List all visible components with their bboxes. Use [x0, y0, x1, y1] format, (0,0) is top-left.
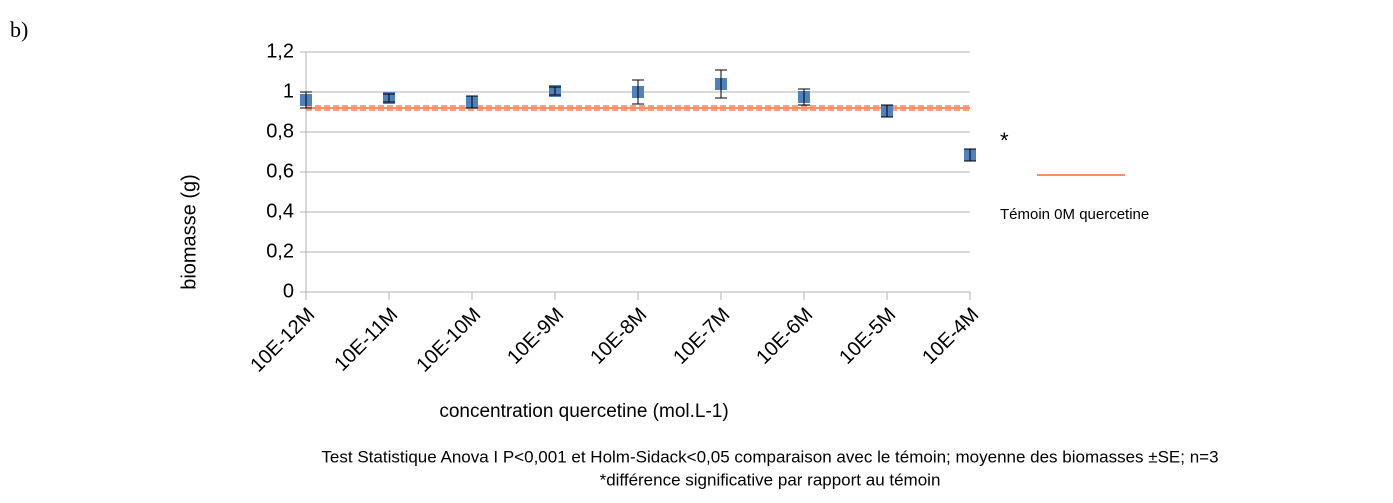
- x-tick-label: 10E-6M: [752, 304, 817, 369]
- x-tick-label: 10E-7M: [669, 304, 734, 369]
- y-tick-label: 0: [283, 280, 294, 302]
- error-bar: [300, 91, 312, 109]
- footnote: Test Statistique Anova I P<0,001 et Holm…: [321, 447, 1218, 466]
- error-bar: [383, 93, 395, 103]
- annotation: *: [1000, 128, 1009, 153]
- x-tick-label: 10E-12M: [246, 304, 319, 377]
- y-tick-label: 0,2: [266, 240, 294, 262]
- x-tick-label: 10E-4M: [918, 304, 983, 369]
- legend-label: Témoin 0M quercetine: [1000, 206, 1149, 223]
- y-tick-label: 1: [283, 80, 294, 102]
- x-tick-label: 10E-5M: [835, 304, 900, 369]
- x-tick-label: 10E-10M: [412, 304, 485, 377]
- x-tick-label: 10E-11M: [330, 304, 402, 376]
- error-bar: [964, 148, 976, 162]
- y-tick-label: 0,4: [266, 200, 294, 222]
- y-axis-title: biomasse (g): [178, 174, 200, 290]
- footnote: *différence significative par rapport au…: [600, 470, 941, 489]
- error-bar: [466, 95, 478, 109]
- x-tick-label: 10E-9M: [503, 304, 568, 369]
- error-bar: [549, 86, 561, 96]
- y-tick-label: 1,2: [266, 40, 294, 62]
- panel-label: b): [10, 17, 28, 42]
- x-tick-label: 10E-8M: [586, 304, 651, 369]
- error-bar: [798, 88, 810, 106]
- x-axis-title: concentration quercetine (mol.L-1): [439, 401, 728, 422]
- y-tick-label: 0,6: [266, 160, 294, 182]
- error-bar: [715, 69, 727, 99]
- error-bar: [632, 79, 644, 105]
- y-tick-label: 0,8: [266, 120, 294, 142]
- error-bar: [881, 104, 893, 118]
